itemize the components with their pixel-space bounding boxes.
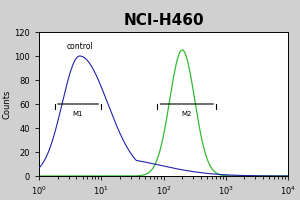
Text: control: control bbox=[67, 42, 94, 51]
Title: NCI-H460: NCI-H460 bbox=[123, 13, 204, 28]
Y-axis label: Counts: Counts bbox=[2, 89, 11, 119]
Text: M2: M2 bbox=[182, 111, 192, 117]
Text: M1: M1 bbox=[73, 111, 83, 117]
